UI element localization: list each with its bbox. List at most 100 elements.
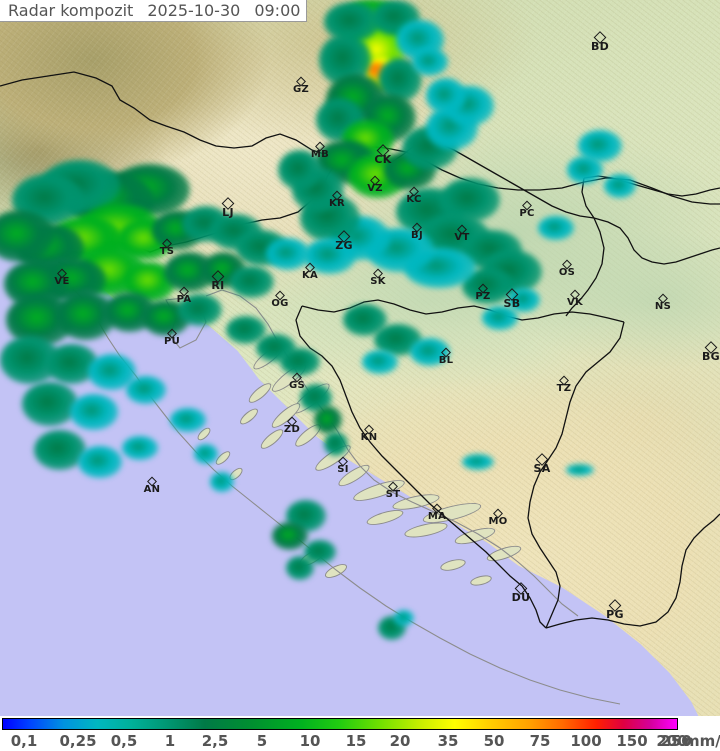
legend-tick: 2,5 xyxy=(201,732,229,750)
legend-tick: 5 xyxy=(256,732,268,750)
city-label: KC xyxy=(406,194,422,205)
diamond-icon xyxy=(162,238,172,249)
city-markers-layer: GZ MB CK VZ KR KC ZG BJ VT BD PC OS VK NS BG TZ SK PZ SB BL… xyxy=(54,31,720,620)
diamond-icon xyxy=(179,286,189,297)
radar-echo-cell xyxy=(22,382,78,426)
radar-echo-cell xyxy=(508,288,540,312)
radar-echo-cell xyxy=(324,432,348,456)
radar-map[interactable]: GZ MB CK VZ KR KC ZG BJ VT BD PC OS VK NS BG TZ SK PZ SB BL… xyxy=(0,0,720,716)
city-label: VT xyxy=(454,232,470,243)
radar-echo-cell xyxy=(280,348,320,376)
diamond-icon xyxy=(412,222,422,233)
legend-tick: 75 xyxy=(529,732,551,750)
legend-tick: 10 xyxy=(299,732,321,750)
vojvodina-border xyxy=(593,217,720,265)
diamond-icon xyxy=(658,293,668,304)
radar-echo-cell xyxy=(566,464,594,476)
city-label: PZ xyxy=(475,291,491,302)
radar-echo-cell xyxy=(272,522,308,550)
montenegro-coast-border xyxy=(521,585,547,629)
city-label: KN xyxy=(360,432,378,443)
radar-echo-cell xyxy=(122,436,158,460)
legend-unit-label: mm/h xyxy=(684,732,720,750)
romania-serbia-border xyxy=(581,177,595,219)
city-label: TZ xyxy=(556,383,572,394)
diamond-icon xyxy=(704,341,718,354)
city-label: MB xyxy=(310,149,330,160)
header-date: 2025-10-30 xyxy=(147,0,241,20)
croatia-bosnia-border xyxy=(295,305,523,587)
radar-echo-cell xyxy=(266,238,310,270)
radar-echo-cell xyxy=(482,306,518,330)
city-label: VZ xyxy=(367,183,383,194)
city-label: SK xyxy=(370,276,386,287)
dalmatian-coast xyxy=(205,289,579,617)
diamond-icon xyxy=(562,259,572,270)
city-label: PA xyxy=(176,294,192,305)
diamond-icon xyxy=(376,144,390,157)
diamond-icon xyxy=(287,416,297,427)
legend-tick: 0,5 xyxy=(110,732,138,750)
city-label: AN xyxy=(143,484,161,495)
city-label: SA xyxy=(533,462,551,475)
diamond-icon xyxy=(337,230,351,243)
radar-echo-cell xyxy=(604,174,636,198)
legend-tick: 200 xyxy=(656,732,688,750)
city-label: BG xyxy=(701,350,720,363)
city-label: RI xyxy=(211,279,225,292)
legend-color-bar xyxy=(2,718,678,730)
city-label: BL xyxy=(438,355,454,366)
city-label: MA xyxy=(427,511,447,522)
diamond-icon xyxy=(221,197,235,210)
diamond-icon xyxy=(593,31,607,44)
map-header: Radar kompozit 2025-10-30 09:00 xyxy=(0,0,308,22)
city-label: VE xyxy=(54,276,70,287)
radar-echo-cell xyxy=(412,48,448,76)
danube-line xyxy=(565,217,605,317)
radar-echo-cell xyxy=(286,556,314,580)
diamond-icon xyxy=(370,175,380,186)
diamond-icon xyxy=(373,268,383,279)
city-label: LJ xyxy=(222,206,234,219)
radar-echo-cell xyxy=(194,444,218,464)
diamond-icon xyxy=(559,375,569,386)
diamond-icon xyxy=(332,190,342,201)
city-label: VK xyxy=(566,297,584,308)
city-label: BD xyxy=(590,40,610,53)
radar-echo-cell xyxy=(278,150,322,190)
radar-echo-cell xyxy=(304,238,356,274)
radar-echo-cell xyxy=(170,408,206,432)
radar-echo-cell xyxy=(538,216,574,240)
legend-tick: 0,1 xyxy=(10,732,38,750)
city-label: PU xyxy=(163,336,181,347)
diamond-icon xyxy=(211,270,225,283)
radar-echo-cell xyxy=(410,338,450,366)
radar-echo-cell xyxy=(34,430,86,470)
city-label: SI xyxy=(337,464,349,475)
diamond-icon xyxy=(338,456,348,467)
diamond-icon xyxy=(305,262,315,273)
intensity-legend: 0,1 0,25 0,5 1 2,5 5 10 15 20 35 50 75 100 150 200 250 … xyxy=(0,716,720,751)
diamond-icon xyxy=(441,347,451,358)
city-label: MO xyxy=(488,516,508,527)
diamond-icon xyxy=(364,424,374,435)
city-label: ZG xyxy=(335,239,353,252)
radar-echo-cell xyxy=(70,394,118,430)
radar-echo-cell xyxy=(210,472,234,492)
radar-echo-cell xyxy=(394,610,414,626)
city-label: GZ xyxy=(292,84,310,95)
radar-echo-cell xyxy=(78,446,122,478)
legend-tick: 150 xyxy=(616,732,648,750)
header-title: Radar kompozit xyxy=(8,0,134,20)
legend-tick: 0,25 xyxy=(59,732,97,750)
radar-echo-cell xyxy=(126,376,166,404)
city-label: ZD xyxy=(283,424,301,435)
diamond-icon xyxy=(505,288,519,301)
radar-echo-cell xyxy=(178,294,222,326)
radar-echo-cell xyxy=(362,350,398,374)
diamond-icon xyxy=(478,283,488,294)
montenegro-border xyxy=(545,513,720,629)
bosnia-serbia-border xyxy=(527,321,625,629)
legend-tick: 20 xyxy=(389,732,411,750)
